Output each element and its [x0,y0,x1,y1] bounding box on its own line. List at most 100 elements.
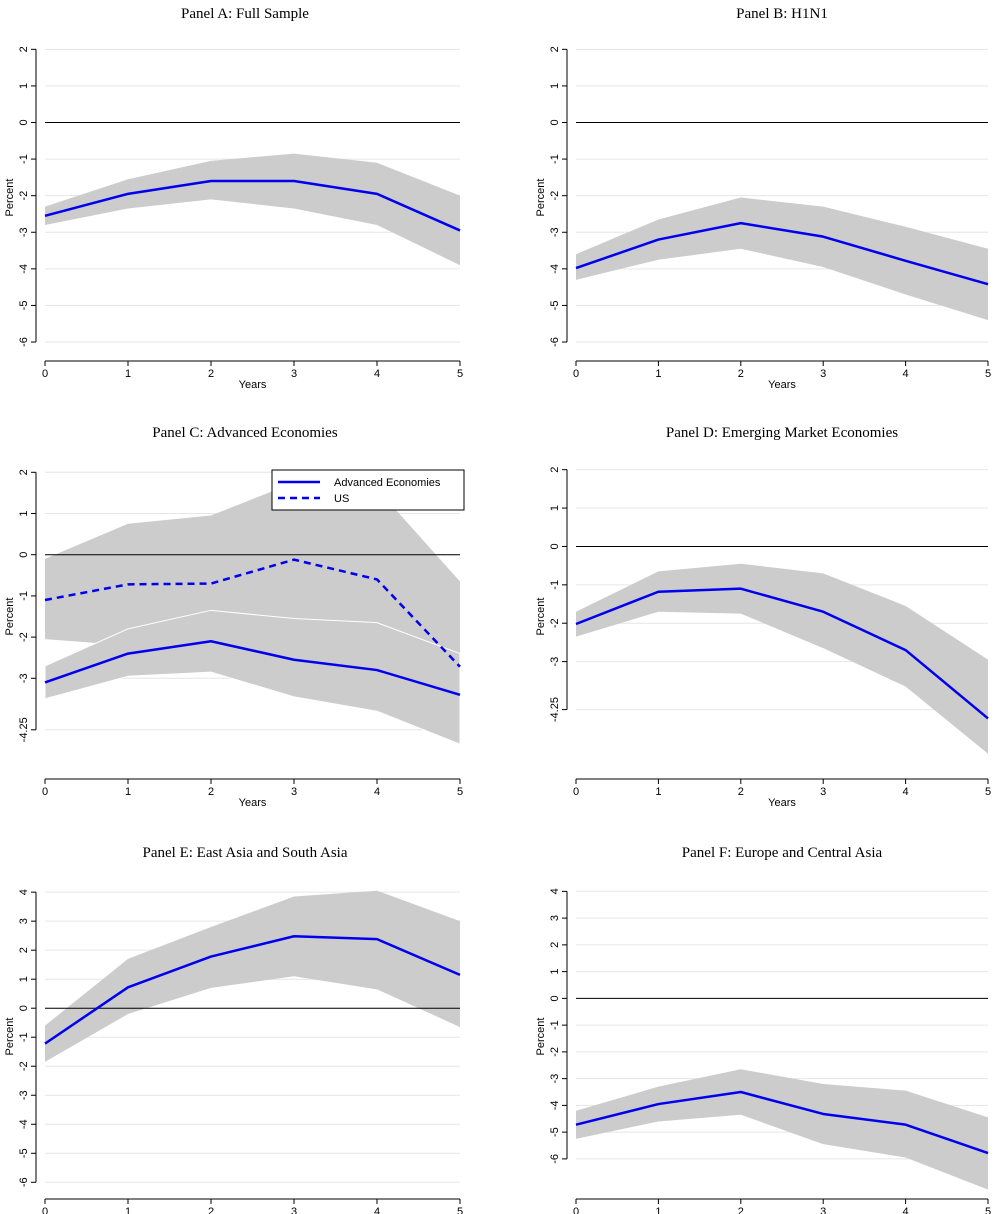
y-tick-label: 2 [18,947,30,953]
chart-panel-0: Panel A: Full Sample 2 1 0 -1 -2 -3 -4 -5 -6 Perce… [4,6,463,391]
y-tick-label: 3 [18,918,30,924]
x-tick-label: 4 [374,368,380,380]
y-tick-label: -1 [549,154,561,164]
y-tick-label: 1 [18,83,30,89]
x-tick-label: 3 [291,368,297,380]
y-tick-label: 0 [549,995,561,1001]
x-axis-label: Years [239,797,267,809]
y-tick-label: 3 [549,915,561,921]
y-tick-label: -5 [549,301,561,311]
x-tick-label: 4 [374,786,380,798]
series-line [575,221,989,286]
chart-panel-1: Panel B: H1N1 2 1 0 -1 -2 -3 -4 -5 -6 Percent 0 1 2 3 4… [535,6,991,391]
confidence-band [45,153,460,266]
y-tick-label: -2 [18,632,30,642]
y-axis-label: Percent [4,1018,16,1056]
y-tick-label: -4 [549,1100,561,1110]
x-tick-label: 4 [903,368,909,380]
y-tick-label: -1 [18,1032,30,1042]
y-axis-label: Percent [535,598,547,636]
x-tick-label: 1 [125,368,131,380]
y-tick-label: 0 [549,543,561,549]
x-tick-label: 2 [208,368,214,380]
legend-label: Advanced Economies [334,477,441,489]
confidence-band [576,1069,988,1190]
x-tick-label: 3 [820,786,826,798]
chart-panel-3: Panel D: Emerging Market Economies 2 1 0 -1 -… [535,425,991,809]
y-tick-label: 2 [549,46,561,52]
y-tick-label: -3 [18,1090,30,1100]
x-tick-label: 4 [903,1206,909,1214]
y-tick-label: -3 [549,657,561,667]
y-tick-label: 2 [18,46,30,52]
y-tick-label: -2 [18,1061,30,1071]
y-tick-label: -1 [549,580,561,590]
x-tick-label: 5 [457,786,463,798]
x-tick-label: 2 [208,1206,214,1214]
x-tick-label: 2 [738,1206,744,1214]
legend-box [271,469,465,511]
y-tick-label: 1 [549,83,561,89]
legend-label: US [334,493,349,505]
chart-title: Panel E: East Asia and South Asia [143,845,348,861]
x-tick-label: 0 [42,368,48,380]
x-tick-label: 4 [374,1206,380,1214]
series-line [44,935,461,1045]
y-tick-label: -6 [549,337,561,347]
chart-title: Panel A: Full Sample [181,6,309,22]
y-tick-label: -2 [549,1047,561,1057]
x-tick-label: 1 [125,1206,131,1214]
confidence-band [576,563,988,754]
y-tick-label: 0 [549,119,561,125]
y-tick-label: 1 [549,505,561,511]
y-axis-label: Percent [4,179,16,217]
x-tick-label: 3 [291,1206,297,1214]
chart-panel-2: Panel C: Advanced Economies 2 1 0 -1 -2 -3 -4.2… [4,425,465,809]
y-tick-label: 4 [18,889,30,895]
y-tick-label: -4.25 [549,697,561,722]
series-line [44,639,461,696]
confidence-band [45,890,460,1062]
legend: Advanced Economies US [271,469,465,511]
chart-title: Panel C: Advanced Economies [152,425,338,441]
x-axis-label: Years [768,379,796,391]
x-tick-label: 1 [655,786,661,798]
chart-title: Panel F: Europe and Central Asia [682,845,883,861]
x-tick-label: 5 [457,1206,463,1214]
x-tick-label: 0 [573,368,579,380]
x-tick-label: 0 [573,786,579,798]
x-tick-label: 2 [738,368,744,380]
x-tick-label: 2 [738,786,744,798]
y-tick-label: -4.25 [18,717,30,742]
x-tick-label: 1 [655,1206,661,1214]
y-tick-label: 4 [549,888,561,894]
y-tick-label: 0 [18,119,30,125]
y-tick-label: -4 [18,1119,30,1129]
x-tick-label: 4 [903,786,909,798]
x-tick-label: 0 [42,786,48,798]
y-tick-label: -3 [18,673,30,683]
series-line [44,179,461,232]
y-tick-label: 1 [18,976,30,982]
chart-title: Panel B: H1N1 [736,6,828,22]
series-line [575,587,989,720]
y-tick-label: 1 [549,969,561,975]
y-tick-label: -5 [549,1127,561,1137]
y-tick-label: -2 [549,618,561,628]
x-tick-label: 5 [985,1206,991,1214]
y-tick-label: -2 [549,191,561,201]
y-tick-label: -3 [18,227,30,237]
y-axis-label: Percent [535,1018,547,1056]
y-tick-label: 2 [549,467,561,473]
y-tick-label: -5 [18,1148,30,1158]
x-tick-label: 3 [820,368,826,380]
series-line [575,1090,989,1155]
x-tick-label: 0 [573,1206,579,1214]
y-tick-label: -4 [549,264,561,274]
y-tick-label: 0 [18,1005,30,1011]
chart-panel-5: Panel F: Europe and Central Asia 4 3 2 1 0 -1 -… [535,845,991,1214]
chart-panel-4: Panel E: East Asia and South Asia 4 3 2 1 0 -1… [4,845,463,1214]
y-tick-label: -4 [18,264,30,274]
x-tick-label: 3 [820,1206,826,1214]
